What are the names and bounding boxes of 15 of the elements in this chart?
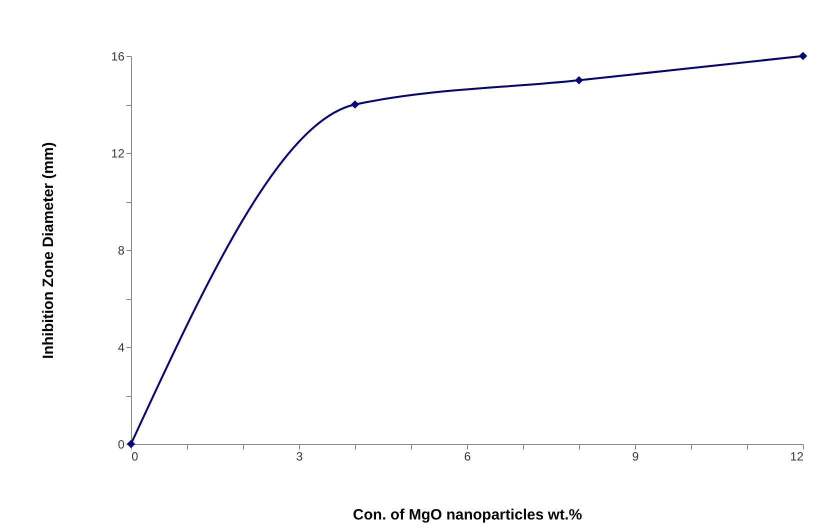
point (350, 100, 360, 109)
y-tick-label: 0 (118, 438, 125, 452)
y-tick-label: 8 (118, 244, 125, 258)
point (798, 52, 808, 60)
x-tick-label: 9 (632, 450, 640, 464)
x-tick-label: 3 (296, 450, 304, 464)
x-tick-label: 0 (132, 450, 138, 464)
y-tick-label: 12 (111, 146, 125, 160)
y-tick-label: 16 (111, 50, 125, 64)
point (574, 76, 584, 84)
x-tick-label: 12 (790, 450, 804, 464)
x-axis-title: Con. of MgO nanoparticles wt.% (352, 506, 582, 524)
y-tick-label: 4 (118, 340, 125, 354)
x-tick-label: 6 (464, 450, 472, 464)
y-axis-title: Inhibition Zone Diameter (mm) (40, 142, 58, 359)
